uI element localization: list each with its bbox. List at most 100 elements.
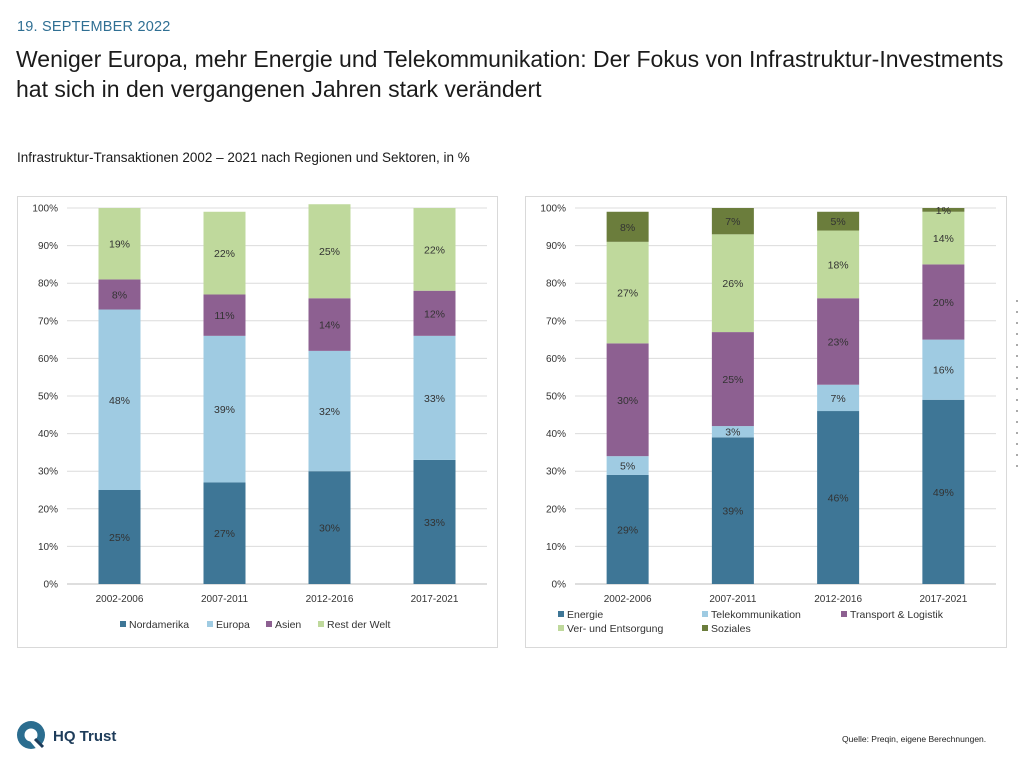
legend-swatch [558,611,564,617]
data-label: 18% [828,259,849,271]
data-label: 5% [620,461,635,473]
data-label: 23% [828,336,849,348]
chart-panel-regions: 0% 10% 20% 30% 40% 50% 60% 70% 80% 90% 100% 25% 48% 8… [17,196,498,648]
data-label: 32% [319,406,340,418]
bar-segment [606,456,649,475]
x-tick-label: 2002-2006 [604,594,652,605]
bar-segment [606,343,649,457]
bar-segment [98,490,141,584]
bar-segment [308,204,351,299]
bar-segment [711,332,754,427]
data-label: 7% [831,393,846,405]
y-tick-label: 60% [38,354,58,365]
y-tick-label: 100% [32,204,58,215]
bar-segment [413,335,456,460]
data-label: 33% [424,517,445,529]
chart-regions-svg: 0% 10% 20% 30% 40% 50% 60% 70% 80% 90% 100% 25% 48% 8… [32,204,487,631]
y-tick-label: 10% [38,542,58,553]
data-label: 46% [828,493,849,505]
bar-segment [922,399,965,584]
bar-segment [606,474,649,584]
data-label: 14% [933,233,954,245]
bar-segment [203,211,246,295]
y-tick-label: 90% [546,241,566,252]
chart-panel-sectors: 0% 10% 20% 30% 40% 50% 60% 70% 80% 90% 100% 29% 5% 30… [525,196,1007,648]
y-tick-label: 80% [546,279,566,290]
legend-swatch [207,621,213,627]
data-label: 3% [725,427,740,439]
bar-segment [203,482,246,584]
hq-trust-logo-icon [17,721,45,752]
data-label: 27% [214,528,235,540]
bar-segment [711,437,754,584]
chart-sectors-svg: 0% 10% 20% 30% 40% 50% 60% 70% 80% 90% 100% 29% 5% 30… [540,204,996,635]
data-label: 30% [617,395,638,407]
legend-swatch [841,611,847,617]
bar-segment [606,211,649,242]
bar-segment [606,241,649,344]
data-label: 26% [722,278,743,290]
legend-swatch [702,611,708,617]
bar-segment [922,208,965,212]
data-label: 25% [109,532,130,544]
y-tick-label: 70% [546,316,566,327]
x-tick-label: 2012-2016 [306,594,354,605]
bar-segment [711,208,754,235]
bar-segment [98,279,141,310]
bar-segment [922,339,965,400]
side-edge-marks [1012,300,1022,467]
legend-swatch [558,625,564,631]
legend-swatch [120,621,126,627]
legend-label: Energie [567,609,603,621]
bar-segment [98,208,141,280]
legend-label: Ver- und Entsorgung [567,623,663,635]
legend-swatch [266,621,272,627]
y-tick-label: 20% [546,504,566,515]
data-label: 14% [319,320,340,332]
data-label: 27% [617,288,638,300]
y-tick-label: 0% [552,580,567,591]
bar-segment [308,350,351,472]
legend-label: Soziales [711,623,751,635]
y-tick-label: 90% [38,241,58,252]
bar-segment [817,298,860,385]
chart-subtitle: Infrastruktur-Transaktionen 2002 – 2021 … [17,150,470,165]
y-tick-label: 40% [546,429,566,440]
data-label: 30% [319,523,340,535]
data-label: 5% [831,216,846,228]
legend-swatch [318,621,324,627]
data-label: 25% [319,246,340,258]
y-tick-label: 10% [546,542,566,553]
data-label: 8% [112,289,127,301]
y-tick-label: 80% [38,279,58,290]
y-tick-label: 0% [44,580,59,591]
data-label: 25% [722,374,743,386]
x-tick-label: 2007-2011 [201,594,249,605]
bar-segment [922,211,965,265]
data-label: 22% [424,244,445,256]
bar-segment [203,294,246,336]
y-tick-label: 100% [540,204,566,215]
y-tick-label: 30% [546,467,566,478]
x-tick-label: 2017-2021 [919,594,967,605]
data-label: 1% [936,205,951,217]
legend-swatch [702,625,708,631]
bar-segment [98,309,141,490]
y-tick-label: 30% [38,467,58,478]
source-note: Quelle: Preqin, eigene Berechnungen. [842,734,987,744]
bar-segment [413,208,456,291]
data-label: 49% [933,487,954,499]
y-tick-label: 40% [38,429,58,440]
bar-segment [308,471,351,584]
y-tick-label: 50% [546,392,566,403]
company-logo: HQ Trust [15,719,165,753]
x-tick-label: 2012-2016 [814,594,862,605]
y-tick-label: 60% [546,354,566,365]
data-label: 11% [214,310,234,322]
legend-label: Rest der Welt [327,619,390,631]
bar-segment [711,426,754,438]
legend-label: Telekommunikation [711,609,801,621]
logo-text: HQ Trust [53,728,117,745]
bar-segment [817,384,860,412]
y-tick-label: 70% [38,316,58,327]
